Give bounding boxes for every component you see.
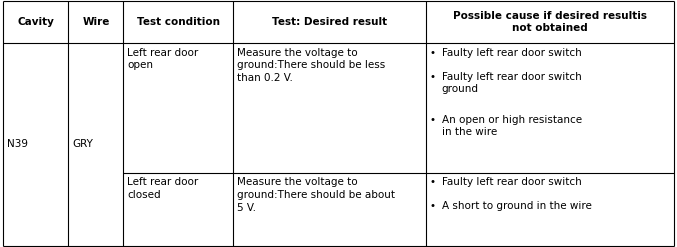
Text: GRY: GRY [72,140,93,149]
Text: •: • [429,115,435,124]
Text: N39: N39 [7,140,28,149]
Text: Faulty left rear door switch
ground: Faulty left rear door switch ground [441,72,582,94]
Text: Faulty left rear door switch: Faulty left rear door switch [441,177,582,187]
Text: A short to ground in the wire: A short to ground in the wire [441,201,592,211]
Text: Faulty left rear door switch: Faulty left rear door switch [441,48,582,58]
Text: Test: Desired result: Test: Desired result [272,17,387,27]
Text: Wire: Wire [82,17,110,27]
Text: •: • [429,177,435,187]
Text: •: • [429,48,435,58]
Text: •: • [429,72,435,82]
Text: Test condition: Test condition [137,17,220,27]
Text: Left rear door
open: Left rear door open [127,48,198,70]
Text: Measure the voltage to
ground:There should be less
than 0.2 V.: Measure the voltage to ground:There shou… [238,48,386,83]
Text: An open or high resistance
in the wire: An open or high resistance in the wire [441,115,582,137]
Text: Measure the voltage to
ground:There should be about
5 V.: Measure the voltage to ground:There shou… [238,177,395,213]
Text: Possible cause if desired resultis
not obtained: Possible cause if desired resultis not o… [452,11,647,33]
Text: •: • [429,201,435,211]
Text: Cavity: Cavity [18,17,54,27]
Text: Left rear door
closed: Left rear door closed [127,177,198,200]
